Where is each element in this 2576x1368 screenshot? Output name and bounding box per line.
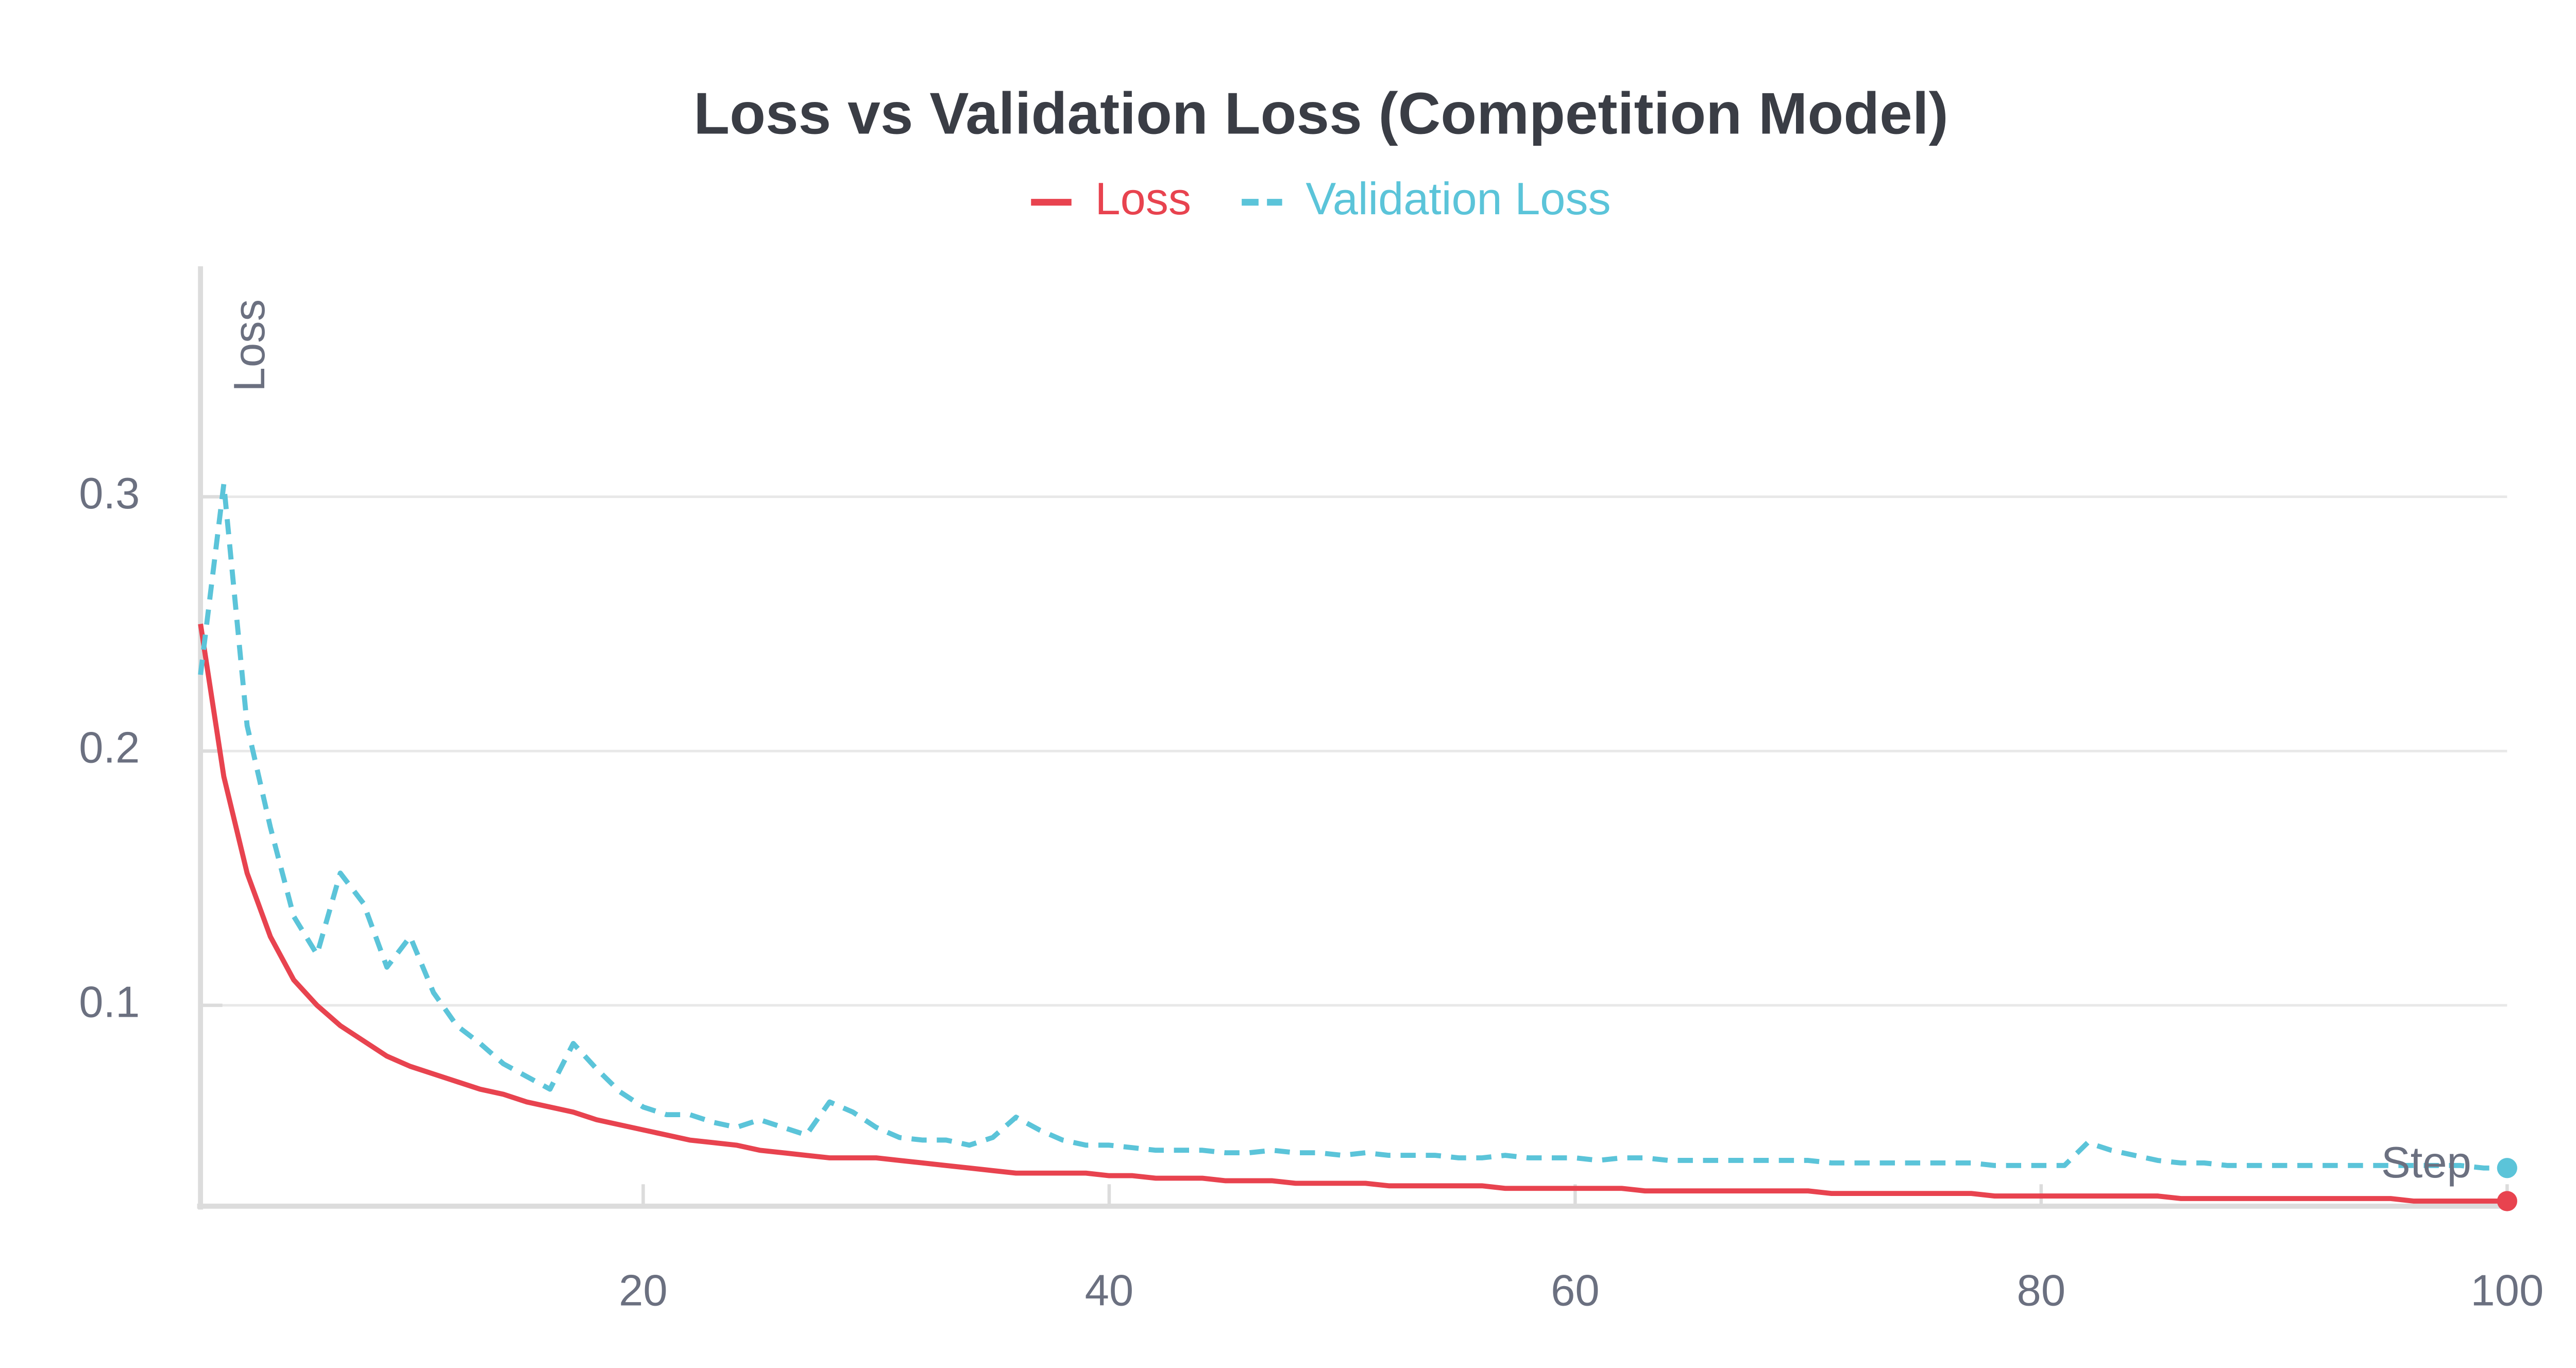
legend-item: Loss (1031, 173, 1191, 224)
chart-title: Loss vs Validation Loss (Competition Mod… (693, 80, 1948, 146)
y-tick-label: 0.1 (79, 978, 140, 1027)
y-tick-label: 0.3 (79, 469, 140, 518)
legend-label: Loss (1095, 173, 1192, 224)
x-axis-label: Step (2381, 1138, 2471, 1187)
x-tick-label: 100 (2470, 1266, 2544, 1315)
x-tick-label: 60 (1551, 1266, 1600, 1315)
x-tick-label: 80 (2017, 1266, 2066, 1315)
end-point (2497, 1158, 2517, 1178)
legend-item: Validation Loss (1242, 173, 1611, 224)
series-line (198, 623, 2507, 1204)
x-tick-label: 20 (619, 1266, 668, 1315)
plot-area: 0.1 0.2 0.3 20 40 60 80 100 (79, 469, 2544, 1315)
end-point (2497, 1191, 2517, 1211)
legend: Loss Validation Loss (1031, 173, 1611, 224)
series-line (198, 481, 2507, 1171)
y-axis-label: Loss (225, 299, 274, 392)
x-tick-label: 40 (1085, 1266, 1134, 1315)
legend-label: Validation Loss (1306, 173, 1611, 224)
y-tick-label: 0.2 (79, 724, 140, 773)
